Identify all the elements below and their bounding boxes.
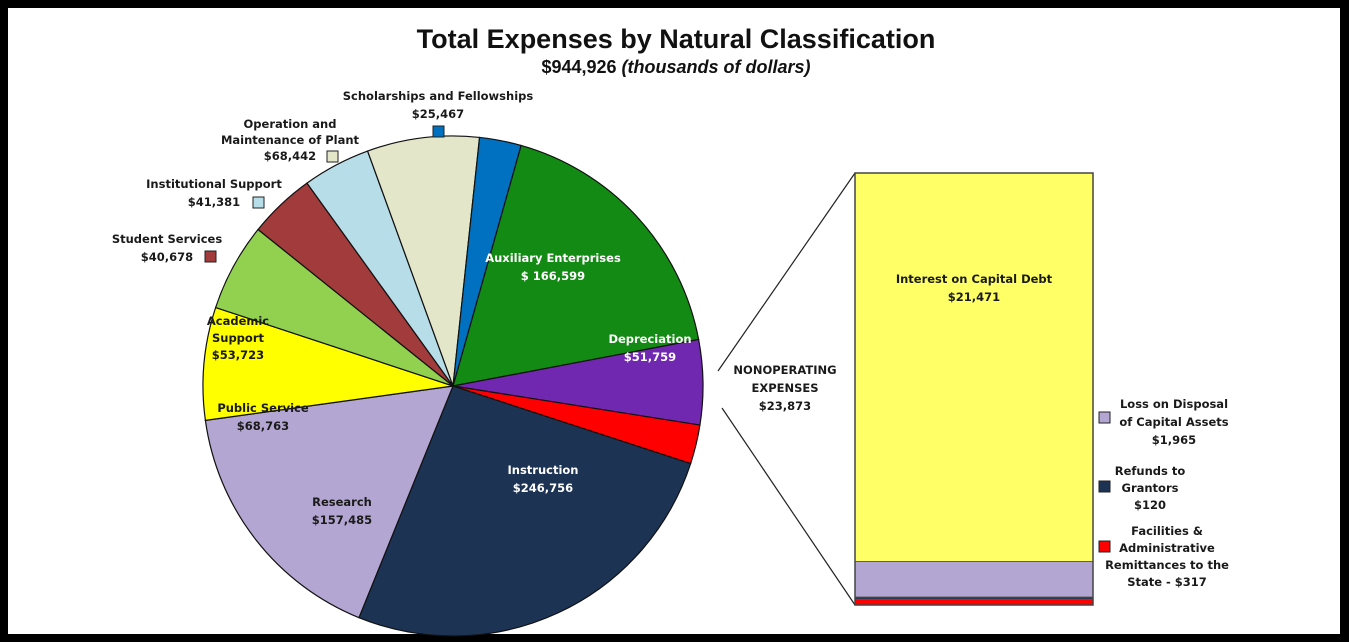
label-acad-line: $53,723: [212, 348, 264, 362]
label-acad-line: Support: [212, 331, 265, 345]
label-pub-line: $68,763: [237, 419, 289, 433]
label-inst: Instruction $246,756: [507, 463, 578, 495]
label-interest: Interest on Capital Debt $21,471: [896, 272, 1053, 304]
swatch-refunds: [1098, 480, 1111, 493]
pie-slice-public-service: [202, 306, 454, 422]
swatch-operation: [326, 150, 339, 163]
label-fac-line: Remittances to the: [1105, 558, 1229, 572]
breakdown-bar: [854, 172, 1094, 606]
bar-segment-facilities-administrative-remittances-to-the-state: [854, 598, 1094, 606]
label-instsup-line: Institutional Support: [146, 177, 282, 191]
label-stud: Student Services $40,678: [112, 232, 222, 264]
label-pub-line: Public Service: [217, 401, 309, 415]
label-aux-line: Auxiliary Enterprises: [485, 251, 621, 265]
label-sch: Scholarships and Fellowships $25,467: [343, 89, 534, 121]
label-refunds-line: Refunds to: [1115, 464, 1186, 478]
label-op-line: Operation and: [244, 117, 337, 131]
pie: [202, 135, 704, 637]
subtitle-units: (thousands of dollars): [622, 57, 811, 77]
label-op-line: $68,442: [264, 149, 316, 163]
bar-segment-loss-on-disposal-of-capital-assets: [854, 561, 1094, 598]
pie-slice-scholarships-and-fellowships: [452, 136, 522, 387]
swatch-scholarships: [432, 125, 445, 138]
label-stud-line: Student Services: [112, 232, 222, 246]
label-fac-line: Facilities &: [1131, 524, 1203, 538]
label-loss-line: of Capital Assets: [1119, 415, 1228, 429]
label-res-line: Research: [312, 495, 372, 509]
connector-top: [717, 172, 856, 372]
label-sch-line: $25,467: [412, 107, 464, 121]
swatch-institutional-support: [252, 196, 265, 209]
label-sch-line: Scholarships and Fellowships: [343, 89, 534, 103]
label-fac-line: State - $317: [1127, 575, 1207, 589]
connector-bottom: [721, 407, 856, 606]
label-nonop: NONOPERATING EXPENSES $23,873: [733, 363, 836, 413]
label-interest-line: Interest on Capital Debt: [896, 272, 1053, 286]
chart-title: Total Expenses by Natural Classification: [417, 24, 936, 54]
label-nonop-line: EXPENSES: [751, 381, 818, 395]
label-aux: Auxiliary Enterprises $ 166,599: [485, 251, 621, 283]
label-op-line: Maintenance of Plant: [221, 133, 360, 147]
label-interest-line: $21,471: [948, 290, 1000, 304]
subtitle-amount: $944,926: [541, 57, 616, 77]
pie-slice-auxiliary-enterprises: [452, 144, 700, 387]
label-acad: Academic Support $53,723: [207, 314, 269, 362]
label-aux-line: $ 166,599: [521, 269, 585, 283]
label-refunds: Refunds to Grantors $120: [1115, 464, 1186, 512]
label-inst-line: $246,756: [513, 481, 573, 495]
label-dep: Depreciation $51,759: [608, 332, 691, 364]
label-dep-line: $51,759: [624, 350, 676, 364]
label-res-line: $157,485: [312, 513, 372, 527]
chart-labels: Auxiliary Enterprises $ 166,599 Depreciati…: [112, 89, 1229, 589]
pie-slice-instruction: [358, 385, 692, 637]
label-fac: Facilities & Administrative Remittances to…: [1105, 524, 1229, 589]
label-instsup-line: $41,381: [188, 195, 240, 209]
label-pub: Public Service $68,763: [217, 401, 309, 433]
label-acad-line: Academic: [207, 314, 269, 328]
pie-slice-operation-and-maintenance-of-plant: [366, 135, 481, 387]
swatch-facilities: [1098, 540, 1111, 553]
label-nonop-line: NONOPERATING: [733, 363, 836, 377]
bar-segment-interest-on-capital-debt: [854, 172, 1094, 562]
swatch-student-services: [204, 250, 217, 263]
chart-subtitle: $944,926 (thousands of dollars): [541, 57, 810, 77]
pie-slice-research: [204, 385, 454, 619]
label-inst-line: Instruction: [507, 463, 578, 477]
swatch-loss-on-disposal: [1098, 411, 1111, 424]
label-refunds-line: Grantors: [1122, 481, 1179, 495]
label-op: Operation and Maintenance of Plant $68,442: [221, 117, 360, 163]
breakdown-connectors: [717, 172, 856, 606]
label-nonop-line: $23,873: [759, 399, 811, 413]
label-stud-line: $40,678: [141, 250, 193, 264]
label-refunds-line: $120: [1134, 498, 1166, 512]
label-dep-line: Depreciation: [608, 332, 691, 346]
label-fac-line: Administrative: [1119, 541, 1215, 555]
label-instsup: Institutional Support $41,381: [146, 177, 282, 209]
label-loss-line: Loss on Disposal: [1120, 397, 1228, 411]
label-res: Research $157,485: [312, 495, 372, 527]
label-loss-line: $1,965: [1152, 433, 1196, 447]
bar-outline: [854, 172, 1094, 606]
label-loss: Loss on Disposal of Capital Assets $1,965: [1119, 397, 1228, 447]
